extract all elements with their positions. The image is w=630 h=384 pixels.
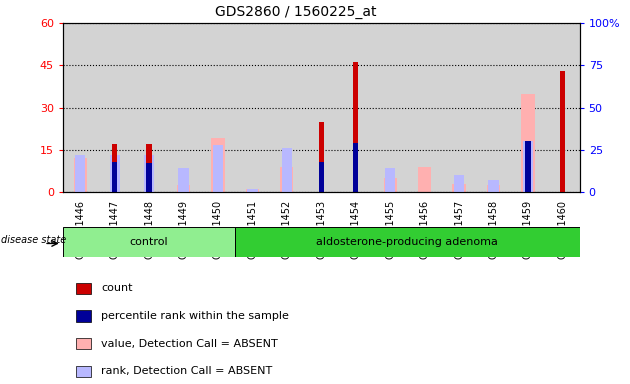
Bar xyxy=(319,122,324,192)
Bar xyxy=(282,148,292,192)
Title: GDS2860 / 1560225_at: GDS2860 / 1560225_at xyxy=(215,5,376,19)
Bar xyxy=(211,138,225,192)
Bar xyxy=(74,158,87,192)
Bar xyxy=(76,366,91,377)
Bar xyxy=(353,63,358,192)
Bar xyxy=(246,189,259,192)
Text: disease state: disease state xyxy=(1,235,67,245)
Bar xyxy=(144,155,154,192)
Bar xyxy=(213,145,223,192)
Bar xyxy=(384,179,397,192)
Text: percentile rank within the sample: percentile rank within the sample xyxy=(101,311,289,321)
Bar xyxy=(385,168,395,192)
Bar xyxy=(112,144,117,192)
Bar xyxy=(559,71,565,192)
Bar xyxy=(488,180,498,192)
Bar xyxy=(63,227,235,257)
Bar xyxy=(521,94,535,192)
Text: value, Detection Call = ABSENT: value, Detection Call = ABSENT xyxy=(101,339,278,349)
Bar xyxy=(248,189,258,192)
Bar xyxy=(146,163,152,192)
Bar xyxy=(235,227,580,257)
Bar xyxy=(418,167,432,192)
Bar xyxy=(146,144,152,192)
Bar xyxy=(112,162,117,192)
Text: control: control xyxy=(130,237,168,247)
Bar xyxy=(353,143,358,192)
Text: rank, Detection Call = ABSENT: rank, Detection Call = ABSENT xyxy=(101,366,273,376)
Bar xyxy=(454,175,464,192)
Text: count: count xyxy=(101,283,133,293)
Bar xyxy=(280,167,294,192)
Bar xyxy=(178,168,188,192)
Bar xyxy=(177,185,190,192)
Text: aldosterone-producing adenoma: aldosterone-producing adenoma xyxy=(316,237,498,247)
Bar xyxy=(319,162,324,192)
Bar xyxy=(523,141,533,192)
Bar xyxy=(487,185,500,192)
Bar xyxy=(525,141,530,192)
Bar xyxy=(75,155,85,192)
Bar xyxy=(110,155,120,192)
Bar xyxy=(452,184,466,192)
Bar xyxy=(76,310,91,322)
Bar xyxy=(76,283,91,294)
Bar xyxy=(76,338,91,349)
